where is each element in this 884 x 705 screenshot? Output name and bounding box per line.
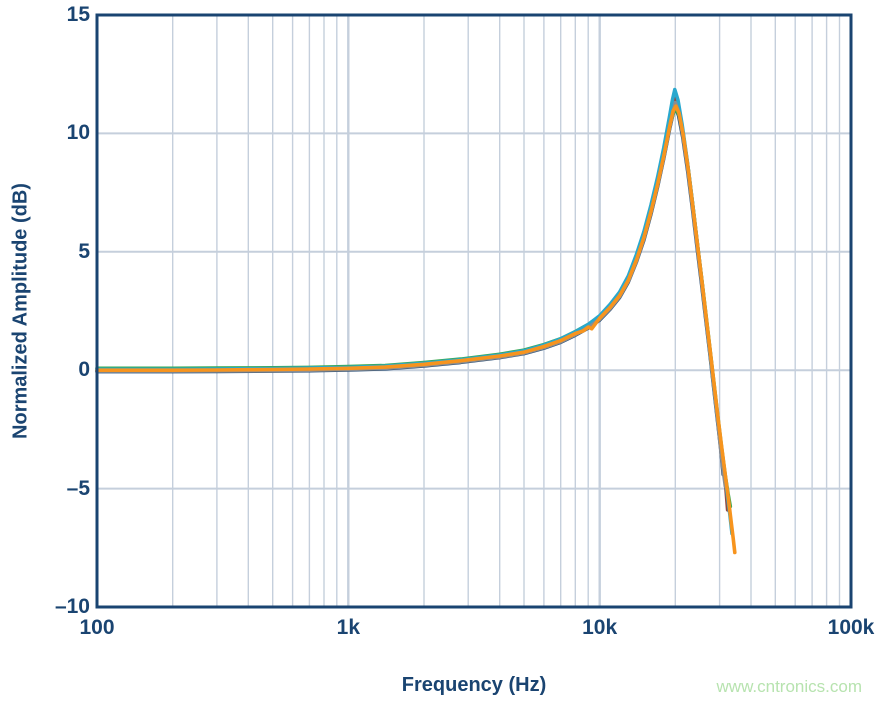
y-tick-label: 0	[78, 358, 90, 382]
y-tick-label: –5	[66, 476, 90, 500]
x-tick-label: 100k	[827, 616, 875, 639]
y-tick-label: 15	[66, 3, 90, 26]
series-navy	[95, 105, 726, 477]
x-tick-label: 10k	[582, 616, 618, 639]
y-tick-label: 5	[78, 239, 90, 263]
series-orange	[95, 104, 737, 555]
y-tick-label: –10	[54, 595, 90, 618]
watermark-text: www.cntronics.com	[716, 677, 862, 696]
grid-lines	[97, 15, 851, 607]
series-teal	[95, 87, 734, 536]
plot-border	[95, 13, 853, 609]
x-axis-title: Frequency (Hz)	[401, 674, 547, 696]
series-gray	[95, 100, 728, 489]
x-tick-label: 1k	[336, 616, 361, 639]
series-maroon	[95, 96, 730, 512]
y-axis-title: Normalized Amplitude (dB)	[9, 183, 32, 439]
y-tick-label: 10	[66, 121, 90, 145]
series-green	[95, 107, 733, 509]
x-tick-label: 100	[79, 616, 115, 639]
